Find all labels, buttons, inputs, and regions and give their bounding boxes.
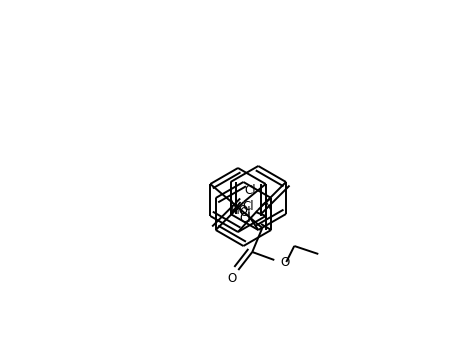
Text: Cl: Cl <box>245 184 257 197</box>
Text: N: N <box>264 201 273 214</box>
Text: O: O <box>228 272 237 285</box>
Text: Cl: Cl <box>239 211 251 224</box>
Text: Cl: Cl <box>239 206 251 219</box>
Text: O: O <box>280 256 289 269</box>
Text: Cl: Cl <box>242 199 254 212</box>
Text: HO: HO <box>231 205 249 218</box>
Text: N: N <box>229 198 238 211</box>
